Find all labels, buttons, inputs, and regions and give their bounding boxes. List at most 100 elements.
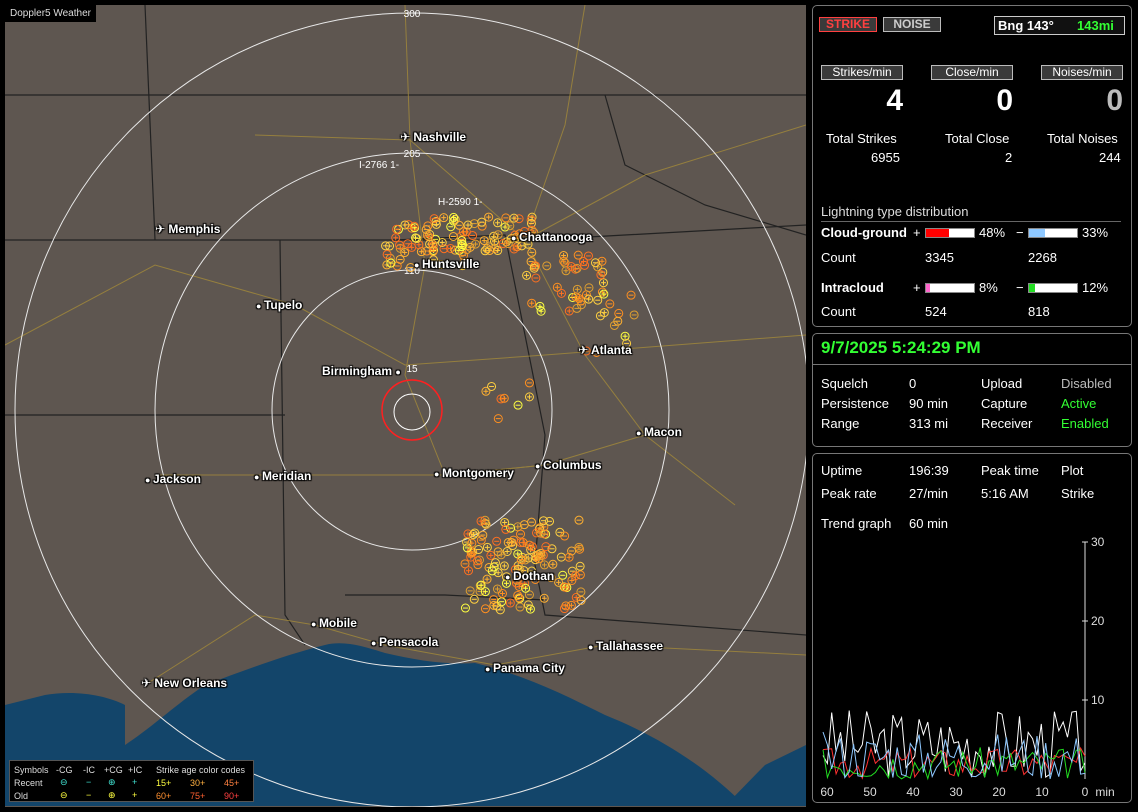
upload-value[interactable]: Disabled — [1061, 376, 1112, 391]
trend-x-unit: min — [1095, 785, 1114, 799]
strike-symbol — [535, 301, 545, 311]
strike-symbol — [486, 550, 496, 560]
sym-old-pos-ic-icon: + — [132, 790, 138, 800]
strike-symbol — [499, 561, 509, 571]
city-dot-icon: ● — [511, 233, 519, 243]
legend-pos-ic: +IC — [128, 765, 143, 775]
cg-pos-pct: 48% — [979, 225, 1006, 240]
strike-symbol — [392, 224, 402, 234]
uptime-value: 196:39 — [909, 463, 949, 478]
city-tallahassee: ● Tallahassee — [588, 639, 663, 653]
trend-series-line — [822, 747, 1086, 781]
strike-symbol — [406, 262, 416, 272]
range-ring-label: 15 — [406, 364, 418, 375]
strike-symbol — [465, 586, 475, 596]
age-90: 90+ — [224, 791, 240, 801]
receiver-value[interactable]: Enabled — [1061, 416, 1109, 431]
strike-symbol — [391, 233, 401, 243]
cg-neg-pct: 33% — [1082, 225, 1109, 240]
cg-pos-count: 3345 — [925, 250, 954, 265]
strike-symbol — [626, 290, 636, 300]
noises-min-button[interactable]: Noises/min — [1041, 65, 1123, 80]
strikes-min-button[interactable]: Strikes/min — [821, 65, 903, 80]
strike-symbol — [564, 306, 574, 316]
ic-pos-bar — [925, 283, 975, 293]
strike-symbol — [584, 294, 594, 304]
strike-button[interactable]: STRIKE — [819, 17, 877, 32]
strike-symbol — [531, 273, 541, 283]
city-macon: ● Macon — [636, 425, 682, 439]
close-min-button[interactable]: Close/min — [931, 65, 1013, 80]
strike-symbol — [437, 237, 447, 247]
lightning-map[interactable]: 300 205 110 15 I-2766 1- H-2590 1- Doppler5 W… — [5, 5, 806, 807]
plot-value[interactable]: Strike — [1061, 486, 1095, 501]
noise-button[interactable]: NOISE — [883, 17, 941, 32]
total-close-value: 2 — [1005, 150, 1013, 165]
legend-symbols-label: Symbols — [14, 765, 49, 775]
range-ring — [14, 12, 806, 807]
strike-symbol — [467, 538, 477, 548]
noises-min-value: 0 — [1106, 84, 1123, 117]
city-name: Tupelo — [263, 298, 303, 312]
strike-symbol — [539, 593, 549, 603]
strike-symbol — [620, 331, 630, 341]
strike-symbol — [501, 213, 511, 223]
upload-label: Upload — [981, 376, 1023, 391]
strike-symbol — [484, 212, 494, 222]
sym-recent-neg-ic-icon: − — [86, 777, 92, 787]
strike-symbol — [421, 225, 431, 235]
strike-symbol — [548, 559, 558, 569]
strike-symbol — [431, 219, 441, 229]
symbol-legend: Symbols -CG -IC +CG +IC Strike age color… — [9, 760, 254, 802]
strike-symbol — [524, 590, 534, 600]
city-dot-icon: ● — [588, 642, 596, 652]
strike-symbol — [463, 220, 473, 230]
strike-symbol — [561, 266, 571, 276]
cg-neg-count: 2268 — [1028, 250, 1057, 265]
status-datetime: 9/7/2025 5:24:29 PM — [821, 338, 981, 357]
city-mobile: ● Mobile — [311, 616, 357, 630]
strike-symbol — [516, 555, 526, 565]
strikes-min-value: 4 — [886, 84, 903, 117]
strike-symbol — [527, 542, 537, 552]
strike-symbol — [554, 577, 564, 587]
city-name: Dothan — [512, 569, 555, 583]
strike-symbol — [493, 218, 503, 228]
total-close-label: Total Close — [945, 131, 1010, 146]
strike-symbol — [497, 589, 507, 599]
city-name: Columbus — [542, 458, 602, 472]
strike-symbol — [400, 248, 410, 258]
total-strikes-value: 6955 — [871, 150, 900, 165]
sym-recent-pos-ic-icon: + — [132, 777, 138, 787]
strike-symbol — [529, 227, 539, 237]
age-60: 60+ — [156, 791, 172, 801]
legend-old: Old — [14, 791, 29, 801]
distribution-title: Lightning type distribution — [821, 204, 969, 219]
range-ring — [381, 379, 443, 441]
strike-symbol — [558, 570, 568, 580]
age-45: 45+ — [224, 778, 240, 788]
cg-plus-sign: + — [913, 225, 921, 240]
strike-symbol — [516, 529, 526, 539]
range-ring — [154, 152, 670, 668]
strike-symbol — [597, 256, 607, 266]
strike-symbol — [583, 251, 593, 261]
strike-symbol — [386, 258, 396, 268]
capture-value[interactable]: Active — [1061, 396, 1097, 411]
range-label: Range — [821, 416, 860, 431]
total-strikes-label: Total Strikes — [826, 131, 897, 146]
strike-symbol — [575, 561, 585, 571]
strike-symbol — [580, 260, 590, 270]
strike-symbol — [489, 600, 499, 610]
city-dot-icon: ● — [371, 638, 379, 648]
storm-tag: I-2766 1- — [359, 160, 399, 171]
strike-symbol — [422, 230, 432, 240]
state-borders — [5, 5, 806, 646]
city-chattanooga: ● Chattanooga — [511, 230, 592, 244]
cg-pos-fill — [926, 229, 950, 237]
strike-symbol — [560, 582, 570, 592]
sym-old-neg-ic-icon: − — [86, 790, 92, 800]
strike-symbol — [471, 239, 481, 249]
city-memphis: ✈ Memphis — [155, 222, 220, 236]
airport-icon: ✈ — [400, 130, 414, 144]
